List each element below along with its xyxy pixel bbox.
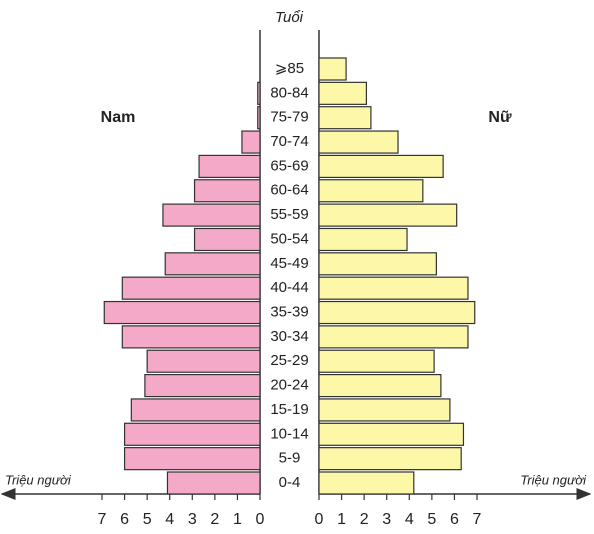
age-label: 15-19 [270, 401, 308, 418]
bar-female [318, 300, 476, 325]
age-label: 60-64 [270, 182, 308, 199]
x-tick-label: 7 [98, 511, 107, 528]
age-label: 40-44 [270, 279, 308, 296]
bar-female [318, 422, 465, 446]
bar-male [162, 203, 261, 227]
bar-female [318, 325, 469, 349]
age-label: 75-79 [270, 109, 308, 126]
bar-male [198, 154, 261, 179]
age-label: ⩾85 [275, 60, 304, 77]
x-tick-label: 7 [473, 511, 482, 528]
age-label: 45-49 [270, 255, 308, 272]
bar-female [318, 203, 458, 227]
age-label: 35-39 [270, 303, 308, 320]
bar-female [318, 227, 408, 252]
age-label: 30-34 [270, 328, 308, 345]
bar-male [130, 398, 261, 422]
bar-male [257, 106, 261, 130]
bar-male [123, 422, 261, 446]
bar-female [318, 179, 424, 203]
x-tick-label: 0 [315, 511, 324, 528]
bar-female [318, 106, 372, 130]
x-tick-label: 6 [120, 511, 129, 528]
x-tick-label: 4 [405, 511, 414, 528]
bar-female [318, 154, 444, 179]
x-label-left: Triệu người [5, 472, 72, 487]
age-label: 70-74 [270, 133, 308, 150]
age-label: 10-14 [270, 425, 308, 442]
age-label: 65-69 [270, 157, 308, 174]
x-tick-label: 1 [337, 511, 346, 528]
bar-male [166, 471, 261, 495]
age-label: 20-24 [270, 377, 308, 394]
x-tick-label: 6 [450, 511, 459, 528]
bar-male [193, 227, 261, 252]
bar-male [257, 81, 261, 105]
bar-male [241, 130, 261, 154]
bar-male [146, 349, 261, 373]
legend-female: Nữ [488, 109, 512, 126]
age-label: 25-29 [270, 352, 308, 369]
x-tick-label: 4 [165, 511, 174, 528]
age-label: 0-4 [279, 474, 301, 491]
age-label: 5-9 [279, 450, 301, 467]
age-label: 55-59 [270, 206, 308, 223]
bar-male [123, 447, 261, 471]
x-tick-label: 2 [360, 511, 369, 528]
bar-male [103, 300, 261, 325]
age-label: 80-84 [270, 84, 308, 101]
x-tick-label: 5 [427, 511, 436, 528]
x-tick-label: 2 [210, 511, 219, 528]
bar-male [121, 325, 261, 349]
bar-female [318, 81, 368, 105]
bar-female [318, 398, 451, 422]
bar-female [318, 373, 442, 398]
bar-female [318, 57, 347, 81]
legend-male: Nam [101, 109, 136, 126]
x-label-right: Triệu người [520, 472, 587, 487]
x-tick-label: 1 [233, 511, 242, 528]
age-label: 50-54 [270, 230, 308, 247]
x-tick-label: 3 [188, 511, 197, 528]
bar-female [318, 471, 415, 495]
bar-female [318, 276, 469, 300]
bar-female [318, 252, 437, 276]
bar-male [144, 373, 261, 398]
x-tick-label: 3 [382, 511, 391, 528]
bar-female [318, 130, 399, 154]
bar-male [193, 179, 261, 203]
bar-male [121, 276, 261, 300]
bar-male [164, 252, 261, 276]
bar-female [318, 349, 435, 373]
bar-female [318, 447, 462, 471]
x-tick-label: 5 [143, 511, 152, 528]
y-label: Tuổi [275, 9, 304, 26]
x-tick-label: 0 [256, 511, 265, 528]
